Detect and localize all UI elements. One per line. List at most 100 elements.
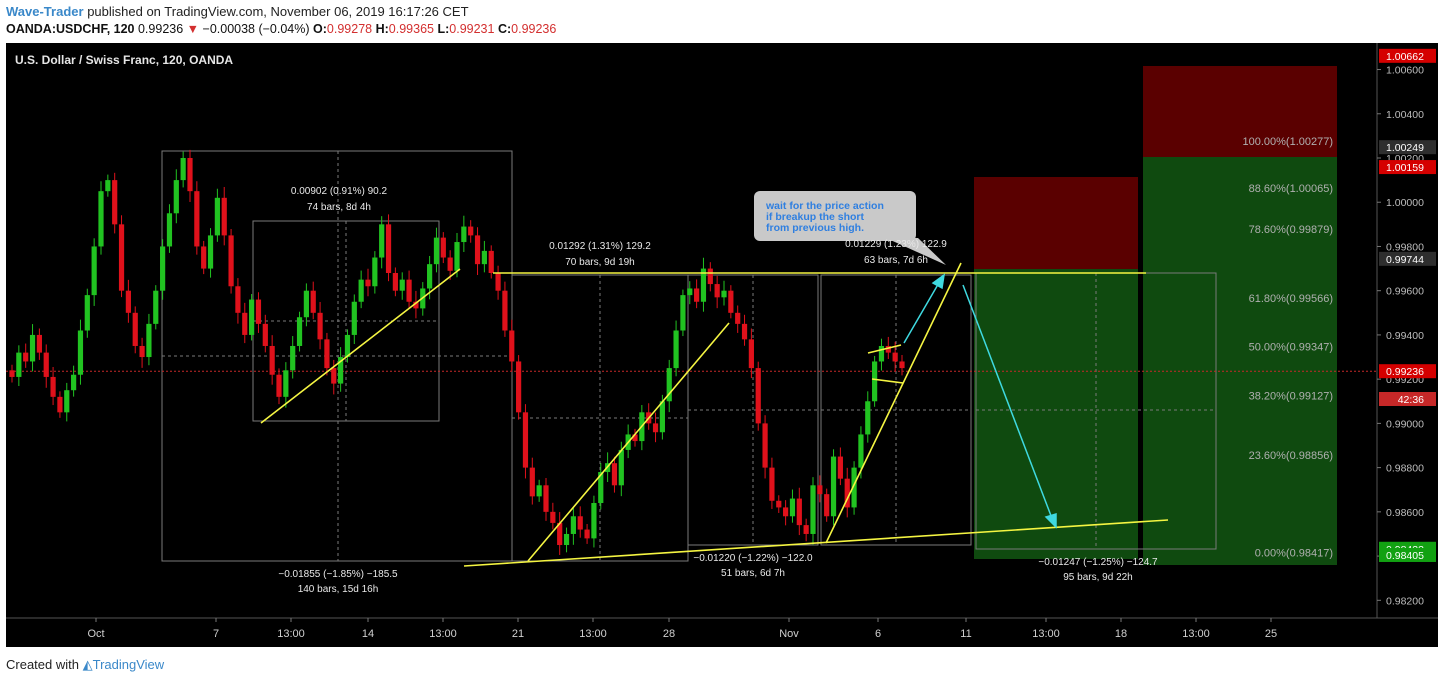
candle-body — [728, 290, 734, 313]
tradingview-logo-icon[interactable]: ◭ — [82, 657, 93, 672]
price-tick-label: 0.99000 — [1386, 418, 1424, 430]
price-badge-text: 1.00662 — [1386, 51, 1424, 63]
price-tick-label: 0.98200 — [1386, 595, 1424, 607]
candle-body — [153, 290, 159, 324]
candle-body — [440, 237, 446, 258]
candle-body — [351, 301, 357, 335]
measure-label-6b: 95 bars, 9d 22h — [1063, 572, 1133, 583]
candle-body — [214, 197, 220, 236]
measure-label-1a: 0.00902 (0.91%) 90.2 — [291, 186, 388, 197]
price-badge — [1379, 48, 1436, 63]
candle-body — [331, 368, 337, 384]
time-tick-label: 11 — [960, 628, 971, 640]
candle-body — [529, 467, 535, 497]
candle-body — [283, 370, 289, 397]
candle-body — [23, 352, 29, 362]
symbol-label: OANDA:USDCHF, 120 — [6, 22, 135, 36]
low-value: 0.99231 — [449, 22, 495, 36]
candle-body — [488, 250, 494, 273]
candle-body — [844, 478, 850, 508]
candle-body — [180, 158, 186, 181]
candle-body — [557, 522, 563, 546]
candle-body — [269, 345, 275, 375]
candle-body — [187, 158, 193, 192]
candle-body — [36, 334, 42, 353]
author-link[interactable]: Wave-Trader — [6, 4, 84, 19]
candle-body — [228, 235, 234, 287]
price-tick-label: 1.00400 — [1386, 109, 1424, 121]
candle-body — [9, 370, 15, 377]
candle-body — [563, 533, 570, 546]
fib-label: 61.80%(0.99566) — [1249, 293, 1333, 305]
time-tick-label: 25 — [1265, 628, 1277, 640]
price-tick-label: 0.98800 — [1386, 463, 1424, 475]
candle-body — [666, 368, 672, 402]
close-value: 0.99236 — [511, 22, 557, 36]
trendline-nov-rise — [825, 262, 962, 544]
price-chart[interactable]: wait for the price action if breakup the… — [6, 43, 1438, 647]
symbol-ohlc: OANDA:USDCHF, 120 0.99236 ▼ −0.00038 (−0… — [6, 22, 557, 36]
candle-body — [43, 352, 49, 377]
callout[interactable]: wait for the price action if breakup the… — [754, 191, 946, 265]
candle-body — [885, 345, 891, 353]
candle-body — [632, 434, 638, 442]
candle-body — [344, 334, 351, 358]
tradingview-link[interactable]: TradingView — [92, 657, 165, 672]
candle-body — [694, 288, 700, 302]
callout-line-1: wait for the price action — [765, 200, 884, 212]
candle-body — [687, 288, 693, 296]
price-badge-text: 1.00249 — [1386, 142, 1424, 154]
candle-body — [379, 224, 385, 258]
price-axis-ticks: 1.006001.004001.002001.000000.998000.996… — [1377, 65, 1424, 607]
candle-body — [194, 191, 200, 247]
candle-body — [837, 456, 843, 479]
candle-body — [29, 334, 36, 362]
fibonacci-labels: 100.00%(1.00277) 88.60%(1.00065) 78.60%(0.… — [1242, 136, 1333, 559]
published-text: published on TradingView.com, November 0… — [87, 4, 469, 19]
candle-body — [338, 357, 344, 384]
price-tick-label: 1.00600 — [1386, 65, 1424, 77]
fib-label: 88.60%(1.00065) — [1249, 183, 1333, 195]
candle-body — [762, 423, 768, 468]
price-tick-label: 0.99400 — [1386, 330, 1424, 342]
candle-body — [365, 279, 371, 287]
candle-body — [495, 273, 501, 291]
time-tick-label: 18 — [1115, 628, 1127, 640]
candle-body — [858, 434, 864, 468]
candle-body — [516, 361, 522, 413]
candle-body — [522, 412, 529, 468]
measure-label-1b: 74 bars, 8d 4h — [307, 202, 371, 213]
candle-body — [611, 463, 618, 486]
candle-body — [707, 268, 713, 285]
time-tick-label: 21 — [512, 628, 524, 640]
stop-loss-zone-upper — [1143, 66, 1337, 157]
candle-body — [105, 180, 111, 192]
candle-body — [659, 401, 665, 433]
time-axis-bg — [6, 618, 1438, 647]
candle-body — [98, 191, 104, 247]
stop-loss-zone-lower — [974, 177, 1138, 269]
time-tick-label: 13:00 — [277, 628, 305, 640]
candle-body — [385, 224, 392, 273]
candle-body — [447, 257, 453, 271]
candle-body — [700, 268, 707, 302]
position-zones — [974, 66, 1337, 565]
candle-body — [789, 498, 796, 517]
candle-body — [207, 235, 214, 269]
price-badge — [1379, 547, 1436, 562]
fib-label: 38.20%(0.99127) — [1249, 390, 1333, 402]
high-value: 0.99365 — [388, 22, 434, 36]
price-axis-labels: 1.00662 1.00249 1.00159 0.99744 0.99236 0.984… — [1379, 48, 1436, 562]
candle-body — [509, 330, 515, 362]
candle-body — [173, 180, 179, 214]
candle-body — [433, 237, 440, 265]
measure-label-2a: 0.01292 (1.31%) 129.2 — [549, 241, 651, 252]
trendline-oct-rise — [260, 268, 461, 424]
candle-body — [454, 242, 460, 271]
price-badge-text: 1.00159 — [1386, 162, 1424, 174]
candle-body — [249, 299, 255, 335]
candle-body — [324, 339, 330, 369]
chart-area[interactable]: wait for the price action if breakup the… — [6, 43, 1438, 647]
candle-body — [824, 494, 830, 517]
candle-body — [741, 323, 748, 340]
